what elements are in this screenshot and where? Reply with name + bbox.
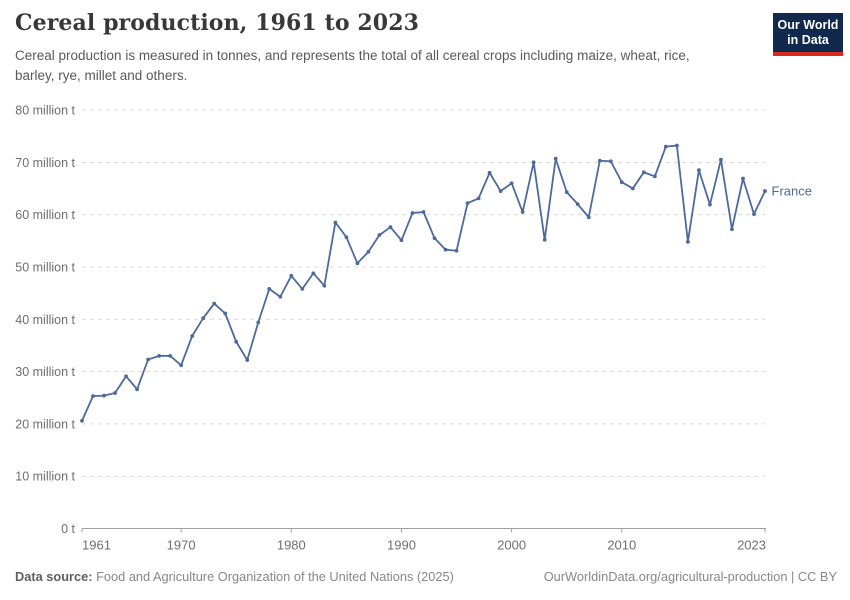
data-point[interactable] [267,287,272,291]
owid-logo[interactable]: Our World in Data [773,13,843,56]
data-point[interactable] [212,301,217,306]
line-chart[interactable]: 0 t 10 million t 20 million t 30 million t 4… [0,95,850,565]
data-point[interactable] [586,215,591,220]
data-point[interactable] [575,202,580,207]
data-point[interactable] [531,160,536,165]
data-point[interactable] [652,174,657,179]
data-point[interactable] [190,334,195,338]
data-point[interactable] [741,176,745,181]
x-tick-label: 1970 [167,538,196,553]
owid-logo-red-strip [773,51,843,56]
credit-link[interactable]: OurWorldinData.org/agricultural-producti… [543,569,837,584]
y-tick-label: 0 t [61,522,75,536]
y-tick-label: 40 million t [15,313,75,327]
data-point[interactable] [520,210,525,214]
data-point[interactable] [168,353,173,358]
data-point[interactable] [388,225,393,230]
chart-footer: Data source: Food and Agriculture Organi… [15,569,837,584]
data-point[interactable] [102,393,106,398]
data-point[interactable] [311,271,316,276]
data-point[interactable] [454,248,459,253]
data-point[interactable] [135,387,139,392]
data-point[interactable] [542,237,547,242]
data-point[interactable] [366,249,371,254]
data-point[interactable] [289,273,294,278]
x-tick-label: 1980 [277,538,306,553]
y-tick-label: 70 million t [15,156,75,170]
data-point[interactable] [763,189,767,193]
entity-label[interactable]: France [772,184,812,199]
x-tick-label: 1961 [82,538,111,553]
data-point[interactable] [421,210,426,214]
data-point[interactable] [630,186,635,191]
data-point[interactable] [278,294,283,299]
data-point[interactable] [157,353,162,358]
data-point[interactable] [124,374,128,379]
x-tick-label: 2010 [607,538,636,553]
data-point[interactable] [619,180,624,185]
data-point[interactable] [234,339,239,344]
y-tick-label: 30 million t [15,365,75,379]
data-point[interactable] [476,196,481,201]
data-point[interactable] [719,157,723,162]
data-point[interactable] [377,233,382,237]
data-point[interactable] [410,211,415,215]
data-point[interactable] [498,189,503,193]
data-point[interactable] [223,311,228,316]
data-point[interactable] [355,261,360,266]
data-point[interactable] [597,158,602,163]
x-tick-label: 1990 [387,538,416,553]
x-tick-label: 2000 [497,538,526,553]
data-point[interactable] [553,156,558,161]
data-point[interactable] [256,320,261,325]
chart-subtitle: Cereal production is measured in tonnes,… [15,48,690,83]
owid-logo-line1: Our World [777,18,839,32]
data-point[interactable] [91,394,95,399]
data-source-text: Food and Agriculture Organization of the… [96,569,454,584]
data-point[interactable] [674,143,679,148]
y-tick-label: 10 million t [15,470,75,484]
data-point[interactable] [245,358,250,362]
data-point[interactable] [80,418,84,423]
data-point[interactable] [201,316,206,321]
y-tick-label: 80 million t [15,104,75,118]
data-point[interactable] [685,239,690,244]
data-point[interactable] [487,170,492,175]
data-point[interactable] [300,287,305,291]
data-point[interactable] [465,201,470,206]
data-point[interactable] [443,247,448,252]
data-source-label: Data source: [15,569,93,584]
data-point[interactable] [708,202,712,207]
owid-logo-line2: in Data [787,32,829,47]
data-point[interactable] [146,357,150,362]
data-point[interactable] [641,170,646,175]
data-point[interactable] [399,238,404,243]
data-point[interactable] [697,168,701,173]
y-tick-label: 60 million t [15,208,75,222]
data-point[interactable] [564,190,569,195]
data-point[interactable] [344,235,349,240]
page-title: Cereal production, 1961 to 2023 [15,10,420,36]
data-point[interactable] [663,144,668,149]
data-point[interactable] [333,220,338,225]
chart-header: Cereal production, 1961 to 2023 Cereal p… [15,10,835,85]
data-point[interactable] [752,212,756,217]
y-tick-label: 20 million t [15,417,75,431]
data-point[interactable] [432,236,437,241]
y-tick-label: 50 million t [15,260,75,274]
data-point[interactable] [509,181,514,186]
chart-svg: 0 t 10 million t 20 million t 30 million t 4… [15,104,812,553]
data-point[interactable] [608,159,613,164]
data-point[interactable] [179,363,184,368]
data-line[interactable] [81,144,766,422]
data-point[interactable] [730,227,734,232]
data-point[interactable] [113,391,117,395]
data-source-note: Data source: Food and Agriculture Organi… [15,569,454,584]
owid-logo-text: Our World in Data [773,13,843,52]
x-tick-label: 2023 [737,538,766,553]
data-point[interactable] [322,283,327,288]
